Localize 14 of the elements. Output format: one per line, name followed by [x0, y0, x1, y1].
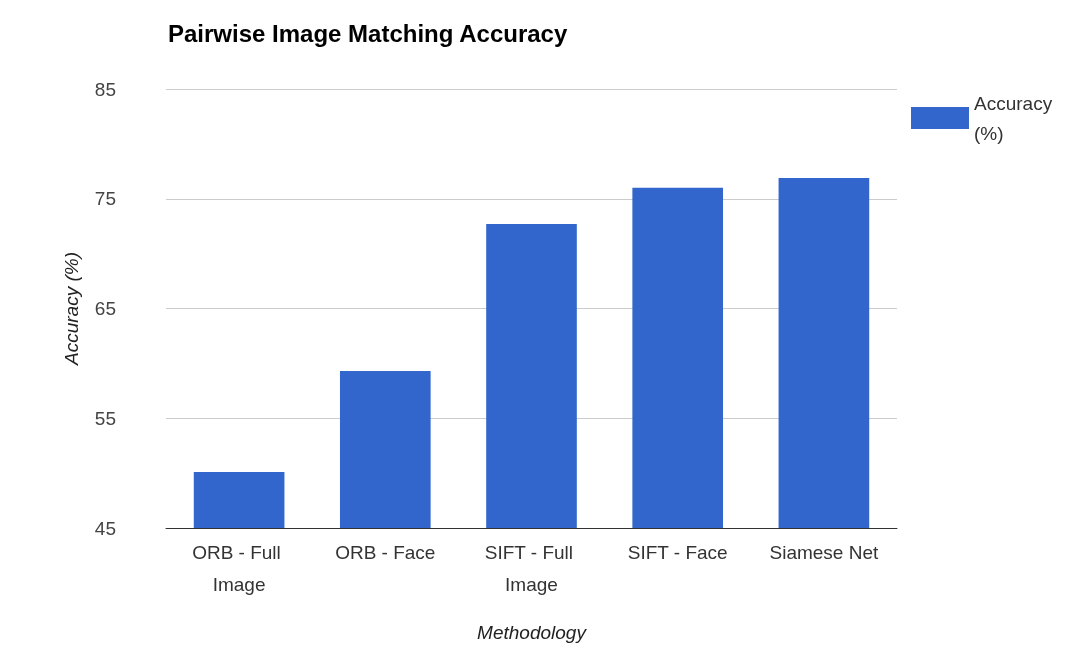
y-tick-label: 85	[94, 78, 116, 100]
chart-title: Pairwise Image Matching Accuracy	[168, 19, 568, 47]
y-tick-label: 55	[94, 407, 116, 429]
x-tick-label: Siamese Net	[769, 541, 879, 563]
x-tick-label: ORB - Full Image	[192, 541, 287, 595]
x-tick-label: SIFT - Full Image	[484, 541, 579, 595]
y-tick-label: 65	[94, 298, 116, 319]
y-tick-label: 45	[94, 517, 116, 539]
x-tick-label: SIFT - Face	[627, 541, 728, 563]
legend-label: Accuracy (%)	[974, 92, 1058, 144]
y-tick-label: 75	[94, 188, 116, 210]
y-axis-title: Accuracy (%)	[61, 252, 82, 366]
x-tick-label: ORB - Face	[335, 541, 436, 563]
x-axis-title: Methodology	[477, 622, 588, 643]
